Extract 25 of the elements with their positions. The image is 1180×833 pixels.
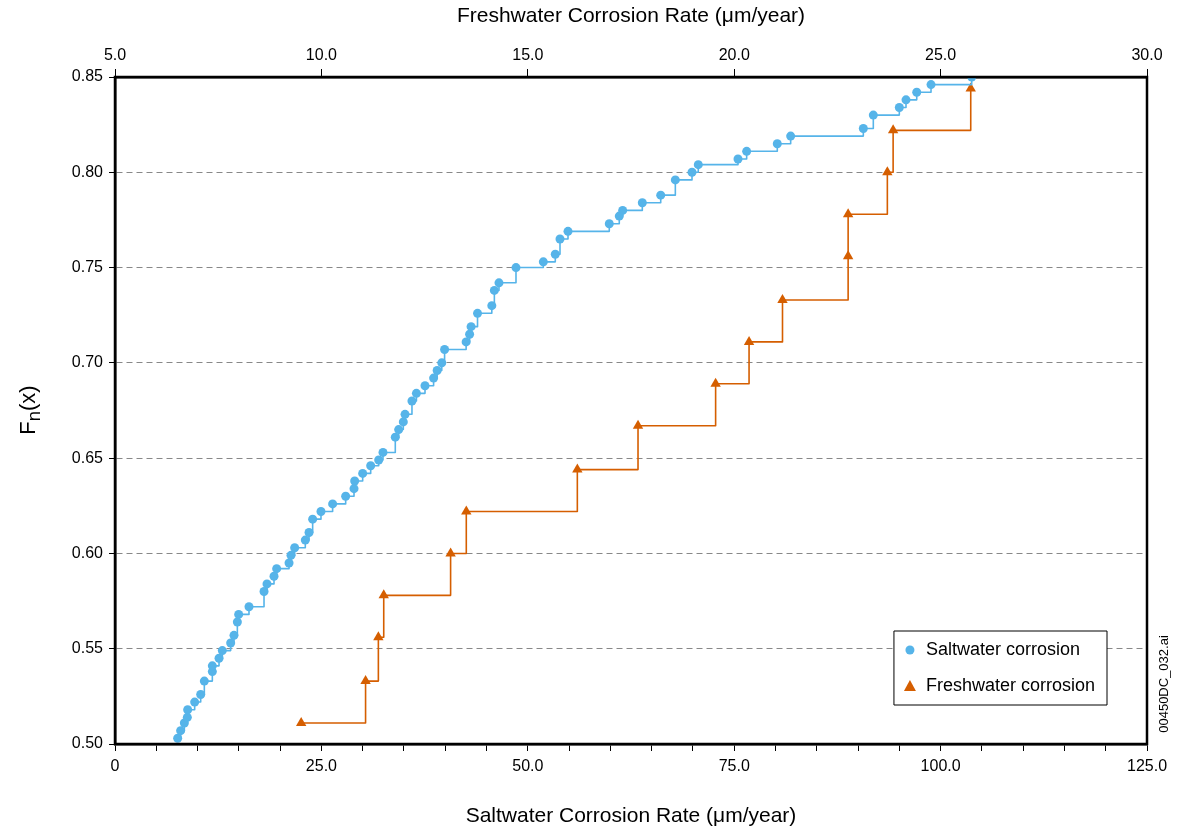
x-tick-label: 100.0 <box>920 757 961 775</box>
y-tick-label: 0.70 <box>71 353 104 371</box>
y-tick-label: 0.65 <box>71 448 104 466</box>
x2-tick-label: 30.0 <box>1131 45 1163 63</box>
x2-tick-label: 20.0 <box>718 45 750 63</box>
x-tick-label: 75.0 <box>718 757 750 775</box>
x-axis-title: Saltwater Corrosion Rate (μm/year) <box>465 803 797 827</box>
x2-tick-label: 25.0 <box>925 45 957 63</box>
y-tick-label: 0.85 <box>71 67 104 85</box>
y-tick-label: 0.50 <box>71 734 104 752</box>
y-tick-label: 0.60 <box>71 543 104 561</box>
x2-tick-label: 5.0 <box>103 45 127 63</box>
text: 00450DC_032.ai <box>1155 635 1171 733</box>
x-tick-label: 0 <box>110 757 120 775</box>
x-tick-label: 125.0 <box>1126 757 1168 775</box>
legend-label: Freshwater corrosion <box>925 674 1095 695</box>
legend-label: Saltwater corrosion <box>925 638 1081 659</box>
y-tick-label: 0.75 <box>71 257 104 275</box>
y-tick-label: 0.55 <box>71 639 104 657</box>
x2-tick-label: 15.0 <box>512 45 544 63</box>
x2-axis-title: Freshwater Corrosion Rate (μm/year) <box>456 3 806 27</box>
x-tick-label: 50.0 <box>512 757 544 775</box>
x2-tick-label: 10.0 <box>305 45 338 63</box>
x-tick-label: 25.0 <box>305 757 338 775</box>
y-tick-label: 0.80 <box>71 162 104 180</box>
